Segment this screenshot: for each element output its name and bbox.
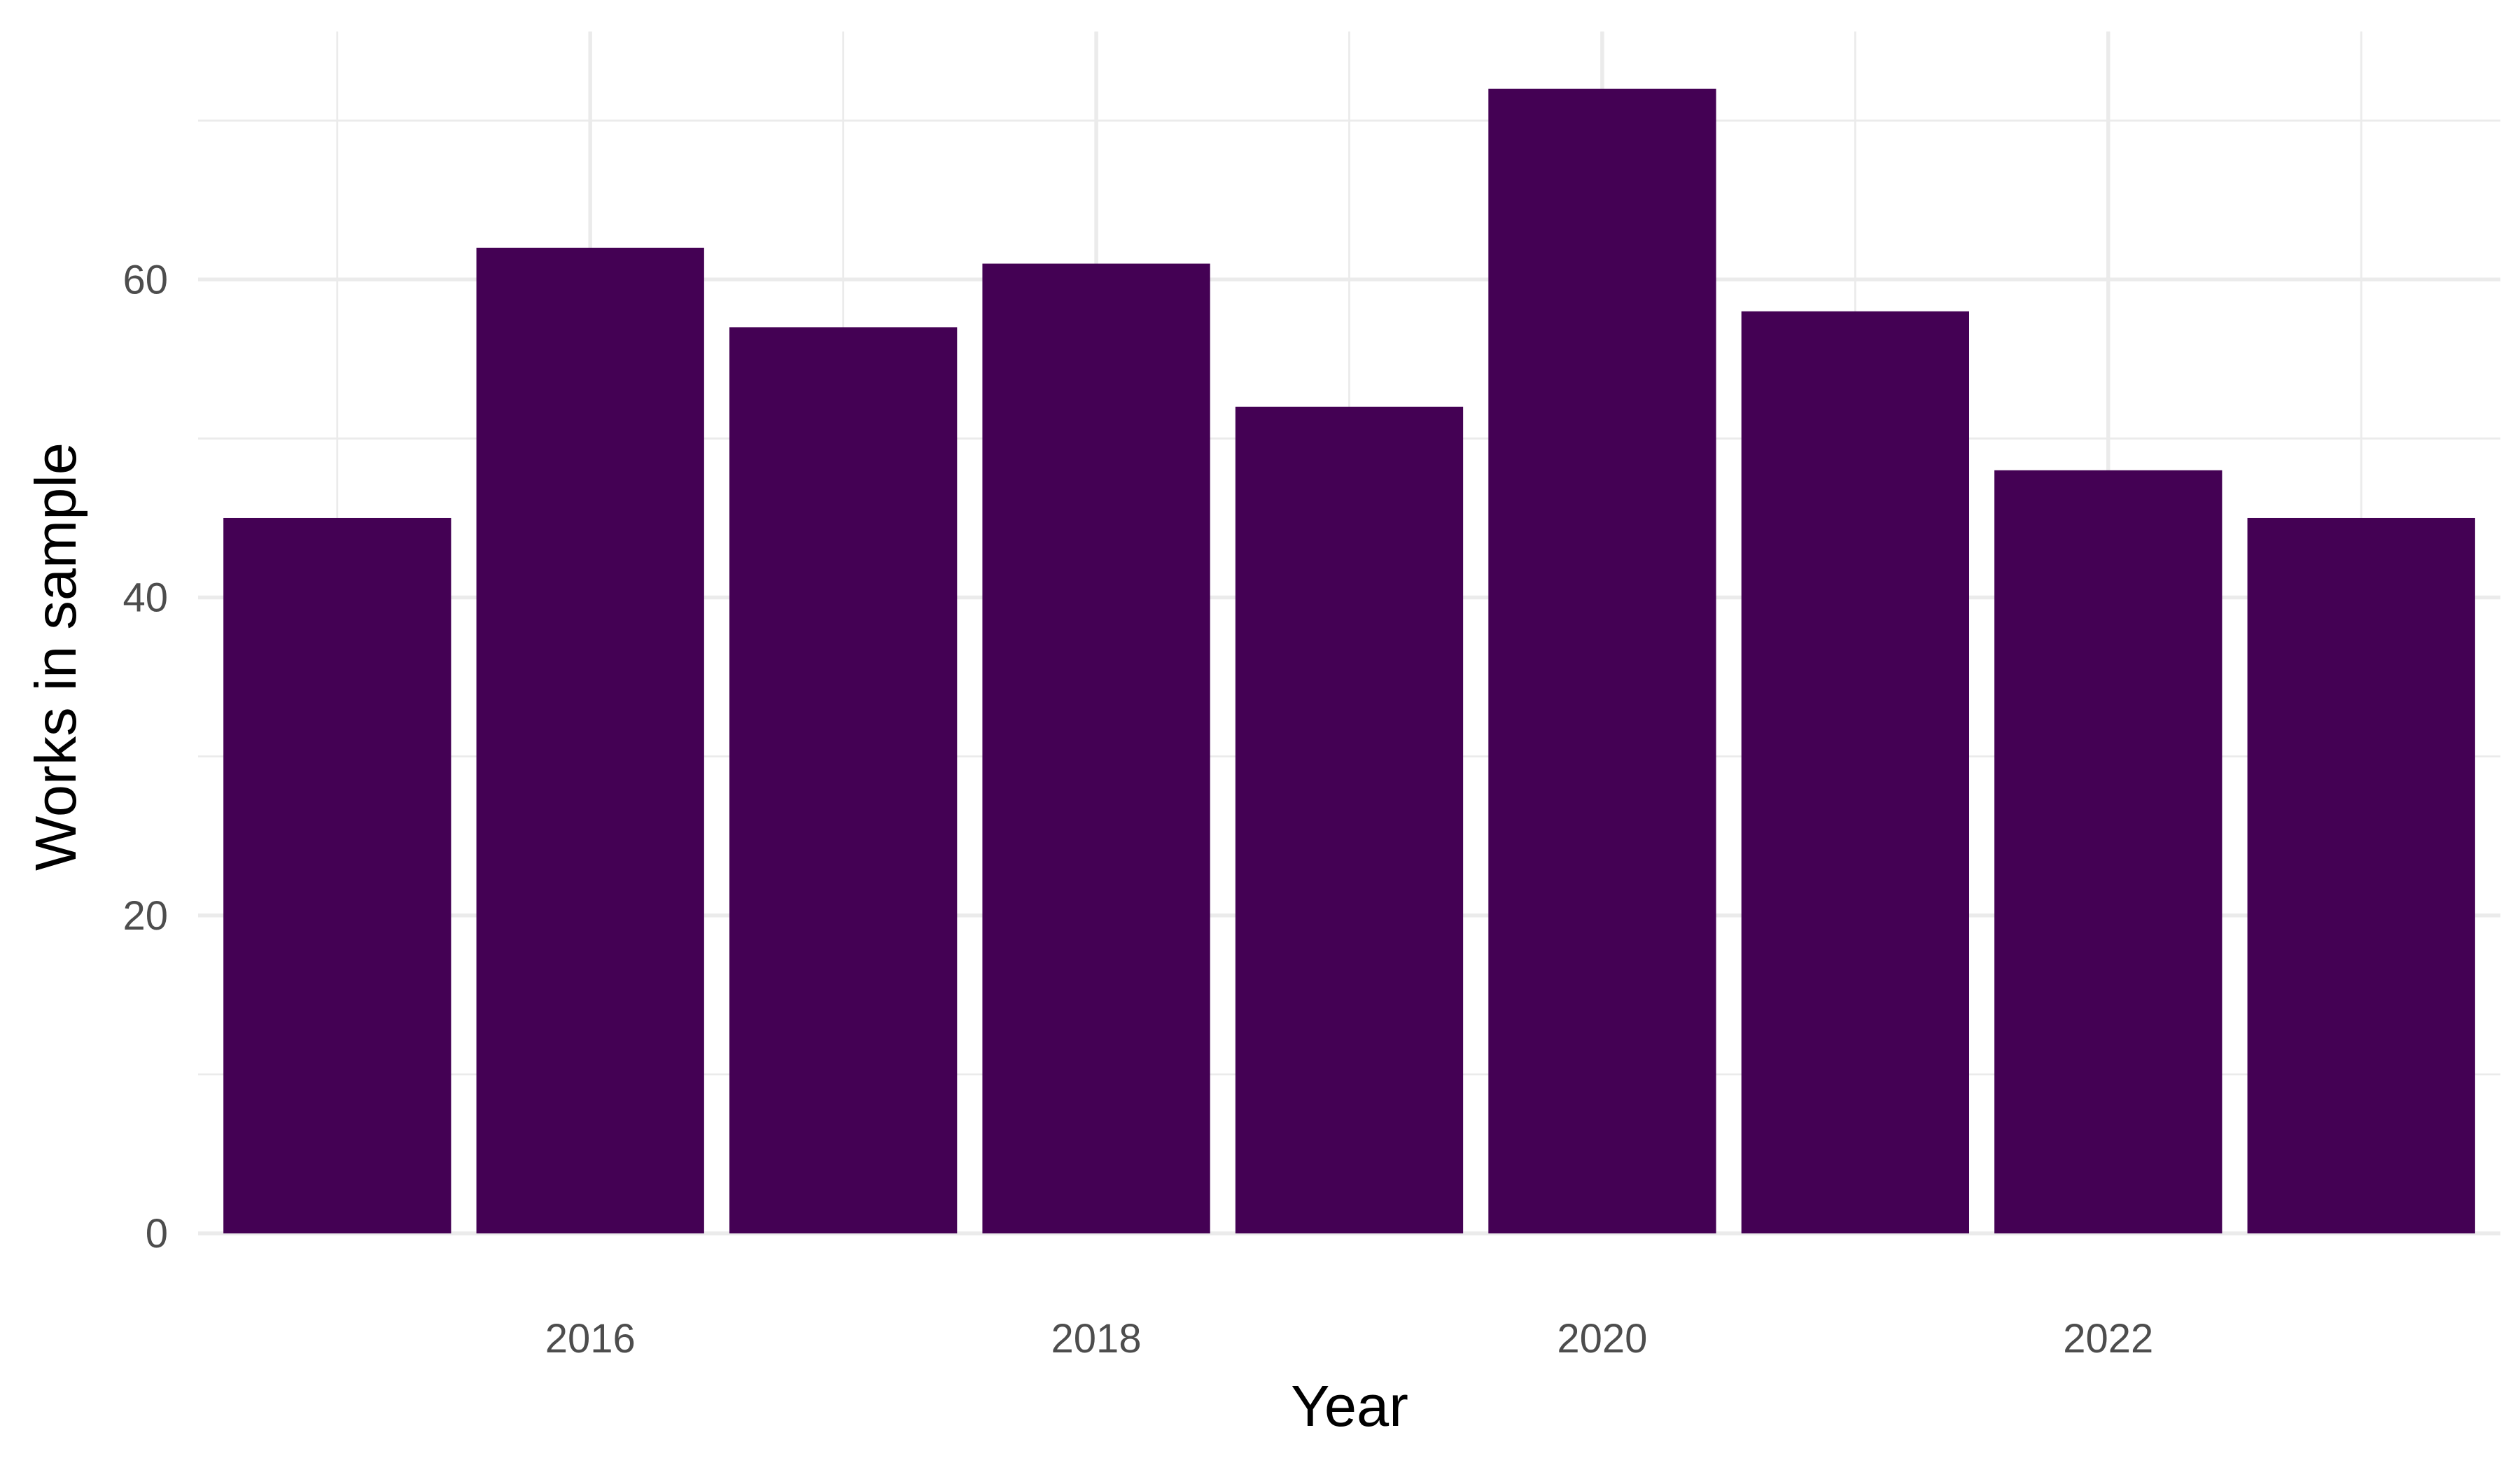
x-tick-label: 2020 [1557,1316,1647,1362]
bar-2015 [223,517,451,1233]
y-tick-label: 60 [122,257,168,302]
bar-2023 [2247,517,2475,1233]
x-tick-label: 2022 [2063,1316,2153,1362]
bar-2021 [1741,311,1969,1233]
y-tick-label: 20 [122,893,168,939]
x-axis-title: Year [1291,1373,1408,1438]
y-axis-title: Works in sample [23,442,88,871]
bar-2019 [1235,406,1464,1234]
bars [223,88,2475,1234]
x-tick-label: 2018 [1051,1316,1142,1362]
bar-2017 [729,327,958,1233]
y-tick-label: 0 [146,1211,168,1256]
bar-2022 [1994,470,2222,1233]
y-tick-label: 40 [122,575,168,621]
bar-2016 [476,247,704,1233]
x-axis-tick-labels: 2016 2018 2020 2022 [545,1316,2154,1362]
y-axis-tick-labels: 0 20 40 60 [122,257,168,1256]
x-tick-label: 2016 [545,1316,636,1362]
bar-2018 [982,263,1210,1233]
bar-2020 [1488,88,1716,1233]
